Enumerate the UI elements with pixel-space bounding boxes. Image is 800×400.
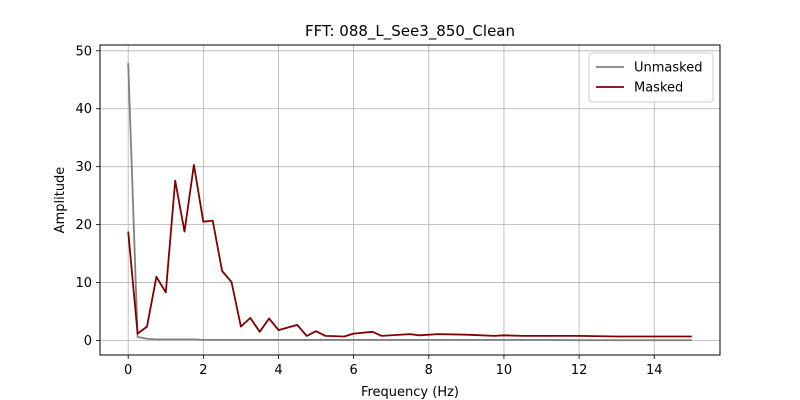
legend-label-unmasked: Unmasked: [634, 61, 702, 76]
y-tick-label: 20: [75, 218, 92, 233]
legend: Unmasked Masked: [588, 52, 714, 103]
x-tick-label: 4: [274, 363, 282, 378]
y-tick-label: 30: [75, 160, 92, 175]
series-line-unmasked: [127, 62, 692, 342]
legend-box: [588, 52, 714, 103]
y-tick-label: 50: [75, 44, 92, 59]
y-axis: 0 10 20 30 40 50: [75, 44, 100, 349]
grid: [100, 45, 720, 355]
y-tick-label: 0: [84, 334, 92, 349]
x-tick-label: 0: [124, 363, 132, 378]
x-axis: 0 2 4 6 8 10 12 14: [124, 355, 663, 378]
y-tick-label: 10: [75, 276, 92, 291]
x-tick-label: 10: [496, 363, 513, 378]
x-tick-label: 12: [571, 363, 588, 378]
series-line-masked: [127, 163, 692, 338]
legend-label-masked: Masked: [634, 81, 683, 96]
plot-frame: [99, 44, 721, 356]
y-axis-label: Amplitude: [53, 167, 68, 234]
x-tick-label: 6: [349, 363, 357, 378]
x-axis-label: Frequency (Hz): [361, 385, 459, 400]
x-tick-label: 8: [425, 363, 433, 378]
y-tick-label: 40: [75, 102, 92, 117]
x-tick-label: 14: [646, 363, 663, 378]
x-tick-label: 2: [199, 363, 207, 378]
chart-title: FFT: 088_L_See3_850_Clean: [305, 22, 515, 41]
series-layer: [127, 62, 692, 342]
